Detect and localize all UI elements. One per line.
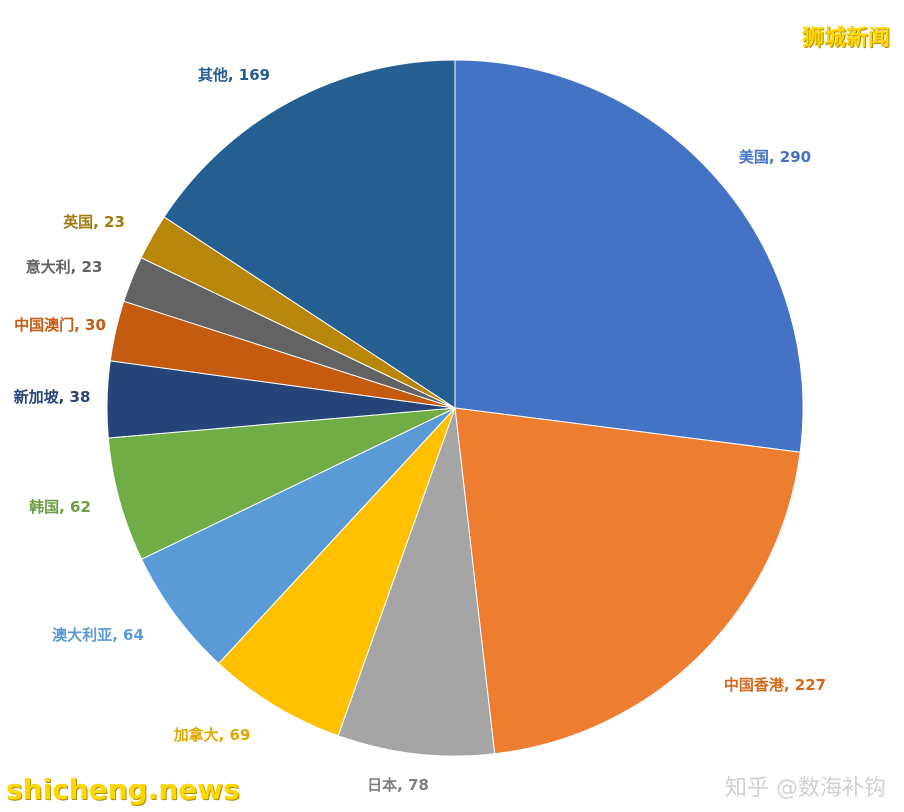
slice-label-2: 日本, 78 <box>367 776 429 794</box>
pie-slice-5 <box>107 407 456 560</box>
slice-label-4: 澳大利亚, 64 <box>52 626 144 644</box>
pie-slice-3 <box>217 407 456 737</box>
watermark-top-right: 狮城新闻 <box>801 26 890 51</box>
slice-label-0: 美国, 290 <box>739 148 811 166</box>
pie-labels: 美国, 290 中国香港, 227 日本, 78 加拿大, 69 澳大利亚, 64 韩国,… <box>14 66 827 794</box>
pie-slice-2 <box>337 407 496 757</box>
slice-label-9: 英国, 23 <box>63 213 125 231</box>
pie-slice-0 <box>454 59 804 453</box>
slice-label-3: 加拿大, 69 <box>173 726 251 744</box>
slice-label-5: 韩国, 62 <box>29 498 91 516</box>
slice-label-6: 新加坡, 38 <box>14 388 91 406</box>
slice-label-10: 其他, 169 <box>198 66 270 84</box>
watermark-bottom-right: 知乎 @数海补钩 <box>725 776 886 801</box>
pie-slice-4 <box>140 407 456 665</box>
pie-slice-10 <box>163 59 456 409</box>
slice-label-8: 意大利, 23 <box>26 258 103 276</box>
slice-label-7: 中国澳门, 30 <box>14 316 106 334</box>
pie-slice-1 <box>454 407 801 755</box>
watermark-bottom-left: shicheng.news <box>6 773 240 806</box>
pie-slices <box>106 59 804 757</box>
slice-label-1: 中国香港, 227 <box>724 676 826 694</box>
